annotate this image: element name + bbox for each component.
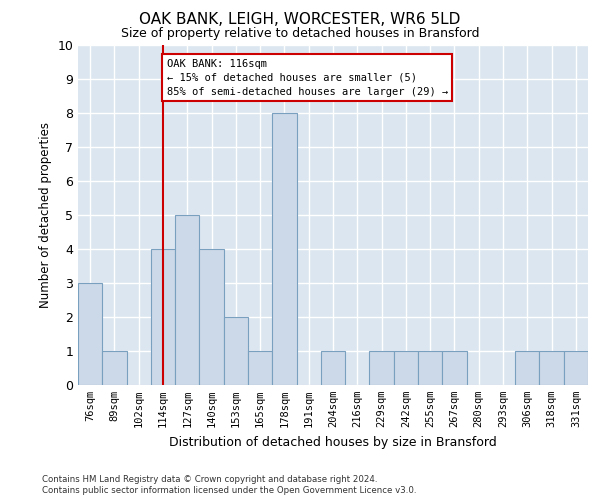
Bar	[248, 351, 272, 385]
Bar	[224, 317, 248, 385]
Bar	[442, 351, 467, 385]
Text: Size of property relative to detached houses in Bransford: Size of property relative to detached ho…	[121, 28, 479, 40]
Bar	[272, 113, 296, 385]
Bar	[199, 249, 224, 385]
Bar	[370, 351, 394, 385]
X-axis label: Distribution of detached houses by size in Bransford: Distribution of detached houses by size …	[169, 436, 497, 448]
Bar	[564, 351, 588, 385]
Text: Contains public sector information licensed under the Open Government Licence v3: Contains public sector information licen…	[42, 486, 416, 495]
Y-axis label: Number of detached properties: Number of detached properties	[39, 122, 52, 308]
Bar	[515, 351, 539, 385]
Bar	[321, 351, 345, 385]
Bar	[102, 351, 127, 385]
Bar	[539, 351, 564, 385]
Bar	[394, 351, 418, 385]
Text: OAK BANK: 116sqm
← 15% of detached houses are smaller (5)
85% of semi-detached h: OAK BANK: 116sqm ← 15% of detached house…	[167, 58, 448, 96]
Bar	[78, 283, 102, 385]
Bar	[151, 249, 175, 385]
Bar	[175, 215, 199, 385]
Text: Contains HM Land Registry data © Crown copyright and database right 2024.: Contains HM Land Registry data © Crown c…	[42, 475, 377, 484]
Text: OAK BANK, LEIGH, WORCESTER, WR6 5LD: OAK BANK, LEIGH, WORCESTER, WR6 5LD	[139, 12, 461, 28]
Bar	[418, 351, 442, 385]
